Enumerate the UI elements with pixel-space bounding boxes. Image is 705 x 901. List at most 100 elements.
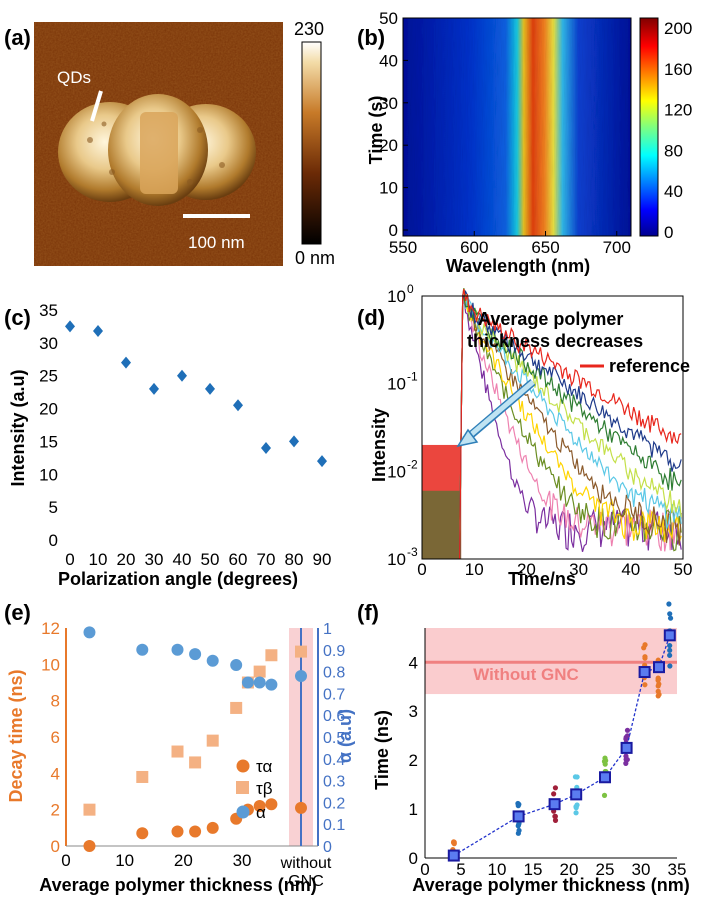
decay-curve [459,295,682,560]
single-measurement [667,652,673,658]
colorbar-tick-label: 160 [664,60,692,79]
tau-beta-point [230,701,243,714]
panel-e-ytick-right: 0.4 [323,752,345,769]
panel-b-xtick-label: 650 [531,238,559,257]
qds-pointer [90,90,103,122]
alpha-point [253,676,266,689]
panel-c-xtick-label: 40 [173,550,192,569]
legend-reference-label: reference [609,356,690,376]
data-point [177,369,187,382]
panel-b-xtick-label: 550 [389,238,417,257]
panel-b: (b) 550 600 650 700 0 10 20 30 40 50 Wavelength … [357,9,692,276]
tau-alpha-point [171,825,184,838]
panel-e-xtick-label: 30 [233,851,252,870]
panel-c-xtick-label: 20 [117,550,136,569]
single-measurement [666,601,672,607]
single-measurement [655,677,661,683]
panel-f-xtick-label: 30 [632,860,651,879]
single-measurement [623,756,629,763]
panel-b-xtick-label: 600 [460,238,488,257]
panel-d-ytick-label: 10 [387,287,406,306]
alpha-point [189,648,202,661]
single-measurement [573,803,579,810]
decay-curve [459,295,682,560]
decay-curve [459,288,682,560]
panel-e-ytick-right: 0.2 [323,795,345,812]
tau-beta-point [171,745,184,758]
panel-f-xlabel: Average polymer thickness (nm) [412,875,689,895]
panel-e-ytick-left: 8 [51,692,60,711]
panel-c-xtick-label: 10 [89,550,108,569]
panel-e-ytick-right: 0.6 [323,708,345,725]
panel-f-ytick-label: 2 [409,751,418,770]
single-measurement [641,645,647,651]
panel-f: (f) 0 1 2 3 4 0 5 10 15 20 25 30 35 Without GNC Aver… [357,600,690,895]
tau-alpha-point [189,825,202,838]
single-measurement [601,792,608,798]
legend-swatch [236,781,249,794]
data-point [93,325,103,338]
single-measurement [667,663,673,669]
panel-e-ytick-right: 0.5 [323,730,345,747]
tau-alpha-point [253,800,266,813]
panel-d-annotation-1: Average polymer [478,309,623,329]
panel-e: (e) 02468101200.10.20.30.40.50.60.70.80.… [4,600,355,895]
decay-curve [459,289,682,560]
single-measurement [552,817,559,823]
panel-d-xtick-label: 0 [417,560,426,579]
panel-c-ytick-label: 20 [39,400,58,419]
panel-e-ytick-left: 10 [41,655,60,674]
afm-colorbar-min: 0 nm [295,248,335,268]
panel-d-xtick-label: 50 [674,560,693,579]
panel-a-label: (a) [4,25,31,50]
panel-c-ylabel: Intensity (a.u) [8,369,28,486]
legend-label: α [256,803,266,822]
spectrogram-noise [403,18,631,236]
data-point [205,382,215,395]
data-point [261,442,271,454]
trend-arrow [465,380,535,440]
afm-particle [58,94,256,206]
panel-c-xtick-label: 50 [201,550,220,569]
panel-b-ytick-label: 10 [379,179,398,198]
single-measurement [667,642,673,649]
panel-e-label: (e) [4,600,31,625]
single-measurement [623,736,629,742]
panel-e-ytick-left: 0 [51,837,60,856]
scale-bar-label: 100 nm [188,233,245,252]
band-label: Without GNC [473,665,579,684]
mean-point [620,741,633,754]
single-measurement [642,654,648,660]
panel-f-xtick-label: 5 [456,860,465,879]
panel-f-xtick-label: 20 [560,860,579,879]
panel-c-xtick-label: 90 [313,550,332,569]
data-point [65,320,75,333]
panel-c-xtick-label: 70 [257,550,276,569]
alpha-point [206,654,219,667]
mean-point [663,629,676,642]
panel-d-xlabel: Time/ns [508,569,576,589]
panel-c-ytick-label: 15 [39,432,58,451]
spectrogram-colorbar-ticks: 0 40 80 120 160 200 [664,19,692,242]
alpha-point [241,676,254,689]
panel-f-ytick-label: 4 [409,653,418,672]
panel-b-xticks: 550 600 650 700 [389,231,631,257]
alpha-point [230,659,243,672]
panel-e-xtick-label: 0 [61,851,70,870]
panel-c-xlabel: Polarization angle (degrees) [58,569,298,589]
legend-label: τα [256,757,272,776]
single-measurement [642,682,648,688]
panel-d-label: (d) [357,305,385,330]
panel-d-annotation-2: thickness decreases [467,331,643,351]
decay-curve [459,289,682,560]
legend-swatch [236,759,250,773]
tau-beta-point [83,803,96,816]
legend-swatch [236,805,250,819]
panel-b-xlabel: Wavelength (nm) [446,256,590,276]
panel-e-ytick-right: 0.3 [323,774,345,791]
panel-e-xtick-label: 20 [174,851,193,870]
panel-d-ytick-label: 10 [387,550,406,569]
